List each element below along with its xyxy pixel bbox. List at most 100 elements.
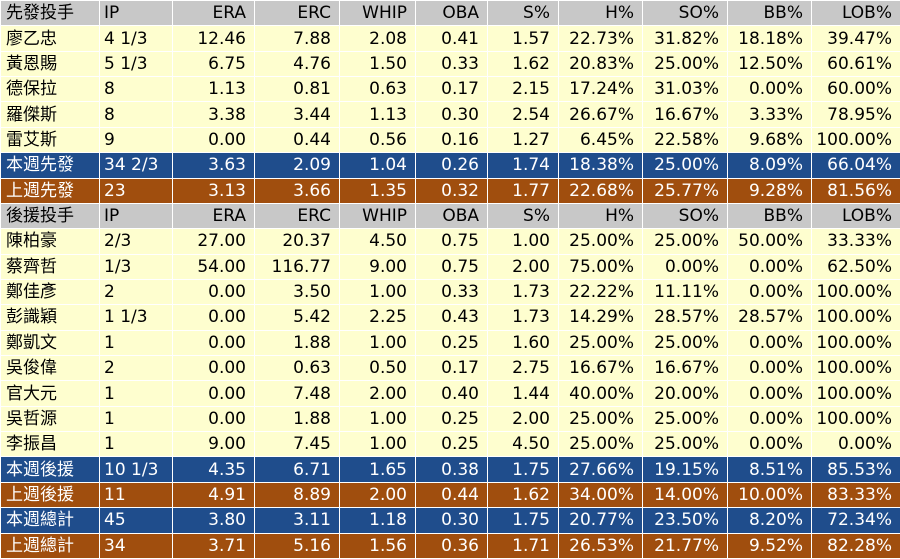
summary-label: 本週後援	[0, 456, 100, 483]
cell-ip: 1/3	[99, 253, 173, 280]
total-row: 本週總計 45 3.80 3.11 1.18 0.30 1.75 20.77% 23.50% 8.…	[0, 507, 900, 534]
cell-oba: 0.25	[415, 431, 488, 458]
cell-whip: 1.56	[339, 532, 416, 559]
cell-era: 9.00	[172, 431, 255, 458]
cell-so-pct: 25.00%	[642, 50, 728, 78]
cell-era: 4.91	[172, 481, 255, 509]
cell-erc: 5.16	[254, 532, 340, 559]
cell-oba: 0.44	[415, 481, 488, 509]
cell-bb-pct: 8.20%	[727, 507, 812, 534]
cell-lob-pct: 82.28%	[811, 532, 900, 559]
cell-so-pct: 25.77%	[642, 177, 728, 204]
cell-s-pct: 1.73	[487, 304, 559, 331]
cell-whip: 1.35	[339, 177, 416, 204]
table-row: 李振昌 1 9.00 7.45 1.00 0.25 4.50 25.00% 25.00% 0.00…	[0, 431, 900, 458]
cell-lob-pct: 72.34%	[811, 507, 900, 534]
pitcher-name: 鄭凱文	[0, 329, 100, 357]
cell-whip: 1.00	[339, 431, 416, 458]
table-row: 黃恩賜 5 1/3 6.75 4.76 1.50 0.33 1.62 20.83% 25.00%…	[0, 50, 900, 78]
cell-so-pct: 25.00%	[642, 152, 728, 179]
cell-h-pct: 20.77%	[558, 507, 643, 534]
cell-h-pct: 40.00%	[558, 380, 643, 407]
column-header-erc: ERC	[254, 0, 340, 27]
cell-lob-pct: 100.00%	[811, 329, 900, 357]
cell-ip: 2	[99, 355, 173, 382]
cell-oba: 0.33	[415, 50, 488, 78]
cell-so-pct: 0.00%	[642, 253, 728, 280]
cell-lob-pct: 85.53%	[811, 456, 900, 483]
column-header-whip: WHIP	[339, 202, 416, 230]
cell-bb-pct: 0.00%	[727, 380, 812, 407]
table-row: 鄭佳彥 2 0.00 3.50 1.00 0.33 1.73 22.22% 11.11% 0.00…	[0, 278, 900, 306]
cell-era: 3.38	[172, 101, 255, 128]
cell-erc: 1.88	[254, 405, 340, 433]
section-header-label: 先發投手	[0, 0, 100, 27]
cell-erc: 7.88	[254, 25, 340, 52]
cell-erc: 7.45	[254, 431, 340, 458]
cell-oba: 0.41	[415, 25, 488, 52]
pitcher-name: 德保拉	[0, 76, 100, 103]
cell-bb-pct: 0.00%	[727, 76, 812, 103]
cell-era: 3.63	[172, 152, 255, 179]
table-row: 蔡齊哲 1/3 54.00 116.77 9.00 0.75 2.00 75.00% 0.00%…	[0, 253, 900, 280]
pitcher-name: 羅傑斯	[0, 101, 100, 128]
cell-s-pct: 2.75	[487, 355, 559, 382]
cell-s-pct: 1.57	[487, 25, 559, 52]
cell-whip: 1.00	[339, 329, 416, 357]
cell-oba: 0.17	[415, 76, 488, 103]
cell-lob-pct: 100.00%	[811, 304, 900, 331]
cell-lob-pct: 83.33%	[811, 481, 900, 509]
cell-so-pct: 14.00%	[642, 481, 728, 509]
cell-erc: 4.76	[254, 50, 340, 78]
cell-s-pct: 1.62	[487, 481, 559, 509]
cell-bb-pct: 0.00%	[727, 431, 812, 458]
table-row: 吳俊偉 2 0.00 0.63 0.50 0.17 2.75 16.67% 16.67% 0.00…	[0, 355, 900, 382]
cell-oba: 0.25	[415, 329, 488, 357]
pitcher-name: 吳俊偉	[0, 355, 100, 382]
cell-h-pct: 26.67%	[558, 101, 643, 128]
cell-whip: 1.00	[339, 405, 416, 433]
summary-row: 上週後援 11 4.91 8.89 2.00 0.44 1.62 34.00% 14.00% 10…	[0, 481, 900, 509]
cell-erc: 8.89	[254, 481, 340, 509]
cell-ip: 45	[99, 507, 173, 534]
column-header-bb-pct: BB%	[727, 202, 812, 230]
summary-label: 上週先發	[0, 177, 100, 204]
column-header-erc: ERC	[254, 202, 340, 230]
cell-so-pct: 23.50%	[642, 507, 728, 534]
cell-bb-pct: 0.00%	[727, 278, 812, 306]
cell-oba: 0.40	[415, 380, 488, 407]
column-header-era: ERA	[172, 0, 255, 27]
cell-era: 0.00	[172, 405, 255, 433]
column-header-whip: WHIP	[339, 0, 416, 27]
table-row: 羅傑斯 8 3.38 3.44 1.13 0.30 2.54 26.67% 16.67% 3.33…	[0, 101, 900, 128]
cell-bb-pct: 0.00%	[727, 253, 812, 280]
cell-era: 3.13	[172, 177, 255, 204]
cell-oba: 0.30	[415, 101, 488, 128]
cell-h-pct: 20.83%	[558, 50, 643, 78]
cell-bb-pct: 9.68%	[727, 126, 812, 154]
table-row: 陳柏豪 2/3 27.00 20.37 4.50 0.75 1.00 25.00% 25.00%…	[0, 228, 900, 255]
cell-bb-pct: 0.00%	[727, 329, 812, 357]
cell-ip: 1 1/3	[99, 304, 173, 331]
cell-bb-pct: 12.50%	[727, 50, 812, 78]
column-header-era: ERA	[172, 202, 255, 230]
pitcher-name: 李振昌	[0, 431, 100, 458]
cell-oba: 0.38	[415, 456, 488, 483]
cell-so-pct: 28.57%	[642, 304, 728, 331]
cell-oba: 0.26	[415, 152, 488, 179]
cell-lob-pct: 33.33%	[811, 228, 900, 255]
column-header-so-pct: SO%	[642, 202, 728, 230]
cell-lob-pct: 62.50%	[811, 253, 900, 280]
cell-oba: 0.43	[415, 304, 488, 331]
cell-lob-pct: 78.95%	[811, 101, 900, 128]
summary-label: 本週先發	[0, 152, 100, 179]
cell-lob-pct: 66.04%	[811, 152, 900, 179]
cell-erc: 6.71	[254, 456, 340, 483]
cell-ip: 5 1/3	[99, 50, 173, 78]
cell-erc: 7.48	[254, 380, 340, 407]
cell-lob-pct: 100.00%	[811, 126, 900, 154]
total-row: 上週總計 34 3.71 5.16 1.56 0.36 1.71 26.53% 21.77% 9.…	[0, 532, 900, 559]
cell-so-pct: 19.15%	[642, 456, 728, 483]
